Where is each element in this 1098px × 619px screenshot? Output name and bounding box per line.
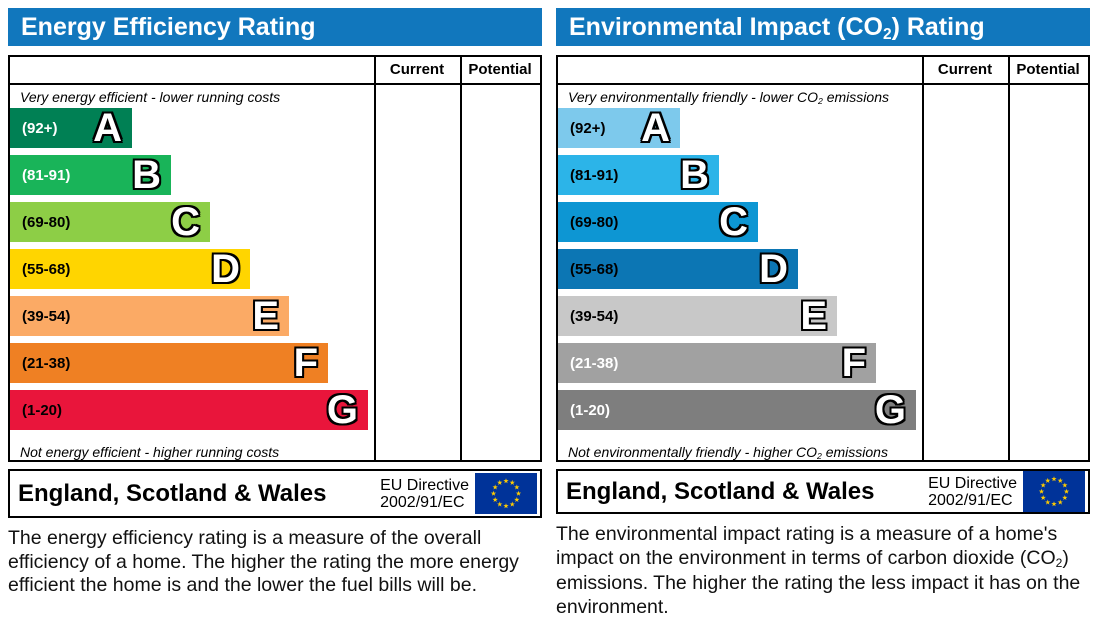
bottom-note: Not environmentally friendly - higher CO… (568, 444, 888, 462)
band-letter: D (759, 247, 788, 291)
band-letter: A (641, 106, 670, 150)
band-a: (92+) A (558, 108, 680, 148)
band-c: (69-80) C (558, 202, 758, 242)
band-range-label: (1-20) (570, 401, 611, 419)
bottom-note: Not energy efficient - higher running co… (20, 444, 280, 460)
current-column-header: Current (389, 61, 445, 78)
band-row: (39-54) E (10, 296, 540, 336)
band-g: (1-20) G (10, 390, 368, 430)
band-row: (21-38) F (10, 343, 540, 383)
band-letter: E (252, 294, 279, 338)
band-c: (69-80) C (10, 202, 210, 242)
potential-column-header: Potential (1016, 61, 1080, 78)
header-spacer (10, 57, 374, 83)
band-letter: F (293, 341, 318, 385)
band-letter: A (93, 106, 122, 150)
environmental-impact-rating-panel: Environmental Impact (CO2) Rating Curren… (556, 8, 1090, 618)
band-range-label: (1-20) (22, 401, 63, 419)
region-label: England, Scotland & Wales (566, 477, 875, 505)
band-range-label: (21-38) (22, 354, 71, 372)
band-letter: C (719, 200, 748, 244)
band-range-label: (81-91) (22, 166, 71, 184)
energy-efficiency-rating-panel: Energy Efficiency Rating Current Potenti… (8, 8, 542, 605)
panel-title: Environmental Impact (CO2) Rating (569, 13, 985, 44)
band-g: (1-20) G (558, 390, 916, 430)
band-row: (39-54) E (558, 296, 1088, 336)
band-row: (81-91) B (558, 155, 1088, 195)
band-row: (1-20) G (558, 390, 1088, 430)
band-row: (92+) A (10, 108, 540, 148)
panel-header: Energy Efficiency Rating (8, 8, 542, 46)
top-note: Very energy efficient - lower running co… (20, 88, 281, 105)
band-letter: B (132, 153, 161, 197)
eu-flag-icon (1023, 471, 1085, 512)
band-letter: C (171, 200, 200, 244)
top-note: Very environmentally friendly - lower CO… (568, 88, 889, 106)
band-e: (39-54) E (10, 296, 289, 336)
band-d: (55-68) D (558, 249, 798, 289)
band-row: (1-20) G (10, 390, 540, 430)
band-letter: D (211, 247, 240, 291)
band-letter: F (841, 341, 866, 385)
rating-table: Current Potential Very energy efficient … (8, 55, 542, 462)
region-label: England, Scotland & Wales (18, 479, 327, 507)
column-divider (374, 57, 376, 460)
band-b: (81-91) B (10, 155, 171, 195)
band-e: (39-54) E (558, 296, 837, 336)
band-range-label: (69-80) (570, 213, 619, 231)
band-row: (81-91) B (10, 155, 540, 195)
band-a: (92+) A (10, 108, 132, 148)
region-footer: England, Scotland & Wales EU Directive 2… (556, 469, 1090, 514)
band-letter: B (680, 153, 709, 197)
band-row: (69-80) C (10, 202, 540, 242)
band-row: (92+) A (558, 108, 1088, 148)
region-footer: England, Scotland & Wales EU Directive 2… (8, 469, 542, 518)
column-header-row: Current Potential (10, 57, 540, 85)
eu-directive-text: EU Directive 2002/91/EC (928, 474, 1017, 509)
rating-description: The energy efficiency rating is a measur… (8, 527, 519, 596)
potential-column-header: Potential (468, 61, 532, 78)
band-letter: G (874, 388, 906, 432)
band-letter: E (800, 294, 827, 338)
header-spacer (558, 57, 922, 83)
band-range-label: (92+) (570, 119, 606, 137)
band-range-label: (55-68) (22, 260, 71, 278)
band-letter: G (326, 388, 358, 432)
rating-description: The environmental impact rating is a mea… (556, 523, 1081, 618)
column-divider (1008, 57, 1010, 460)
panel-header: Environmental Impact (CO2) Rating (556, 8, 1090, 46)
band-range-label: (55-68) (570, 260, 619, 278)
band-f: (21-38) F (10, 343, 328, 383)
band-f: (21-38) F (558, 343, 876, 383)
band-row: (21-38) F (558, 343, 1088, 383)
column-header-row: Current Potential (558, 57, 1088, 85)
band-d: (55-68) D (10, 249, 250, 289)
panel-title: Energy Efficiency Rating (21, 13, 316, 41)
band-range-label: (39-54) (22, 307, 71, 325)
current-column-header: Current (937, 61, 993, 78)
eu-directive-text: EU Directive 2002/91/EC (380, 476, 469, 511)
rating-table: Current Potential Very environmentally f… (556, 55, 1090, 462)
band-b: (81-91) B (558, 155, 719, 195)
column-divider (460, 57, 462, 460)
band-range-label: (21-38) (570, 354, 619, 372)
band-range-label: (81-91) (570, 166, 619, 184)
band-range-label: (69-80) (22, 213, 71, 231)
band-row: (69-80) C (558, 202, 1088, 242)
band-range-label: (92+) (22, 119, 58, 137)
band-row: (55-68) D (10, 249, 540, 289)
eu-flag-icon (475, 473, 537, 514)
band-row: (55-68) D (558, 249, 1088, 289)
band-range-label: (39-54) (570, 307, 619, 325)
column-divider (922, 57, 924, 460)
